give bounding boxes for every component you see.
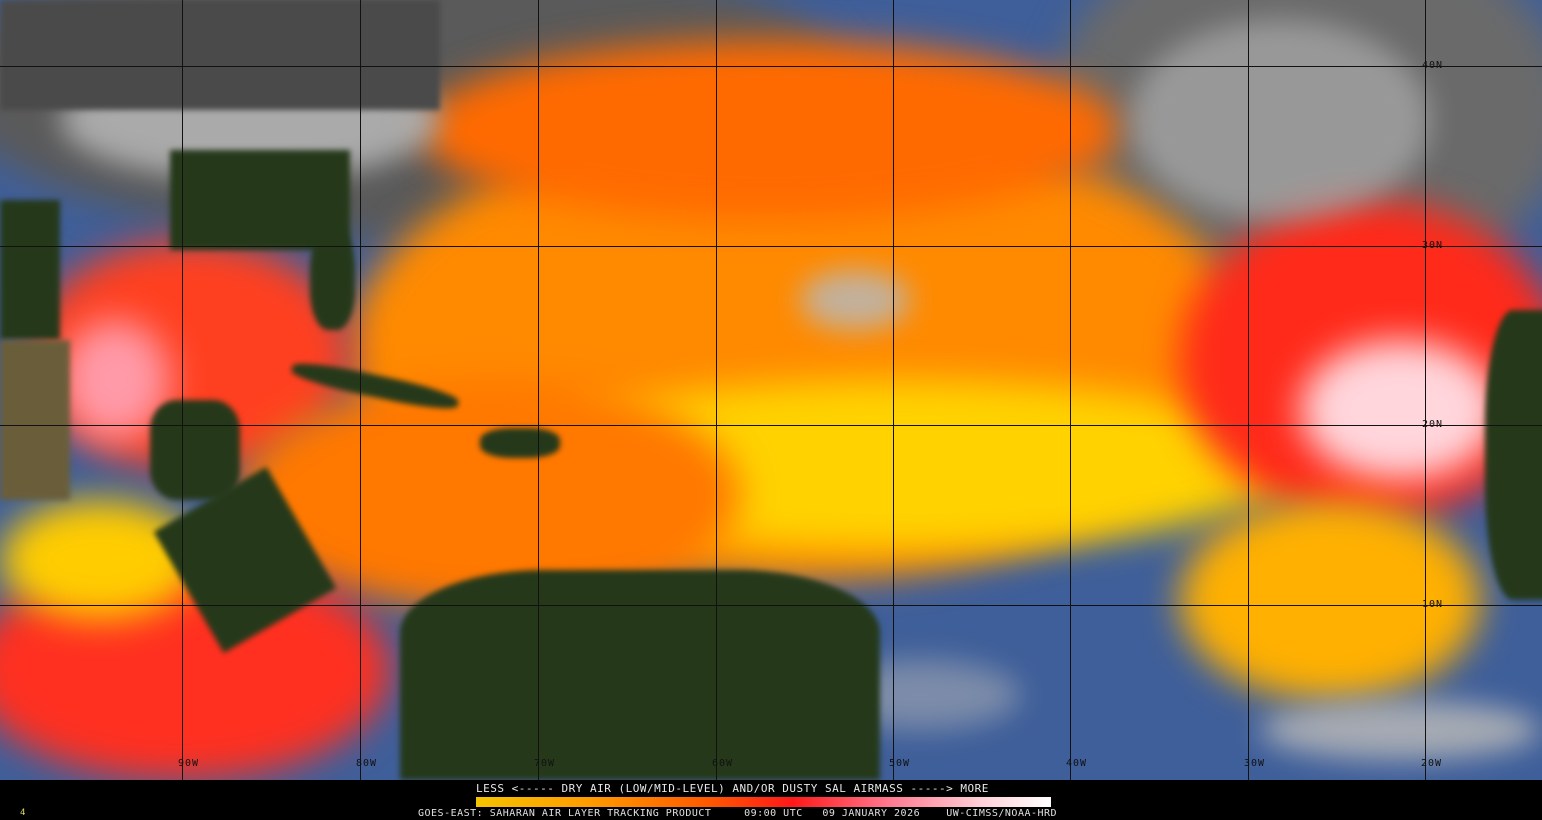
gridline-70w xyxy=(538,0,539,780)
colorscale-label: LESS <----- DRY AIR (LOW/MID-LEVEL) AND/… xyxy=(476,782,989,795)
gridline-90w xyxy=(182,0,183,780)
colorscale-bar xyxy=(476,797,1051,807)
land-florida xyxy=(310,230,355,330)
land-north-america xyxy=(0,0,440,110)
gridline-40w xyxy=(1070,0,1071,780)
lat-label: 20N xyxy=(1422,419,1444,430)
time: 09:00 UTC xyxy=(744,808,803,819)
gridline-50w xyxy=(893,0,894,780)
pacific-yellow xyxy=(0,500,200,620)
land-south-america xyxy=(400,570,880,780)
sal-satellite-map: 90W 80W 70W 60W 50W 40W 30W 20W 40N 30N … xyxy=(0,0,1542,780)
lon-label: 70W xyxy=(534,758,556,769)
southeast-dry-air xyxy=(1180,500,1480,700)
cloud-northeast xyxy=(1130,20,1430,220)
lat-label: 10N xyxy=(1422,599,1444,610)
lon-label: 20W xyxy=(1421,758,1443,769)
lon-label: 90W xyxy=(178,758,200,769)
credit: UW-CIMSS/NOAA-HRD xyxy=(946,808,1058,819)
gridline-20n xyxy=(0,425,1542,426)
land-texas xyxy=(0,200,60,340)
date: 09 JANUARY 2026 xyxy=(822,808,921,819)
land-africa xyxy=(1485,310,1542,600)
gridline-60w xyxy=(716,0,717,780)
product-footer: GOES-EAST: SAHARAN AIR LAYER TRACKING PR… xyxy=(418,808,1057,819)
dry-air-north-band xyxy=(420,40,1120,220)
lon-label: 80W xyxy=(356,758,378,769)
frame-number: 4 xyxy=(20,808,26,818)
lat-label: 30N xyxy=(1422,240,1444,251)
gridline-80w xyxy=(360,0,361,780)
gridline-40n xyxy=(0,66,1542,67)
sal-dust-core xyxy=(1300,340,1500,480)
land-mexico xyxy=(0,340,70,500)
lon-label: 30W xyxy=(1244,758,1266,769)
land-hispaniola xyxy=(480,428,560,458)
lon-label: 60W xyxy=(712,758,734,769)
product-name: SAHARAN AIR LAYER TRACKING PRODUCT xyxy=(489,808,712,819)
gridline-10n xyxy=(0,605,1542,606)
land-yucatan xyxy=(150,400,240,500)
gridline-20w xyxy=(1425,0,1426,780)
gridline-30n xyxy=(0,246,1542,247)
cloud-south xyxy=(1260,700,1540,760)
lon-label: 50W xyxy=(889,758,911,769)
gridline-30w xyxy=(1248,0,1249,780)
cloud-atlantic-central xyxy=(800,270,910,330)
lon-label: 40W xyxy=(1066,758,1088,769)
satellite-name: GOES-EAST: xyxy=(418,808,484,819)
lat-label: 40N xyxy=(1422,60,1444,71)
